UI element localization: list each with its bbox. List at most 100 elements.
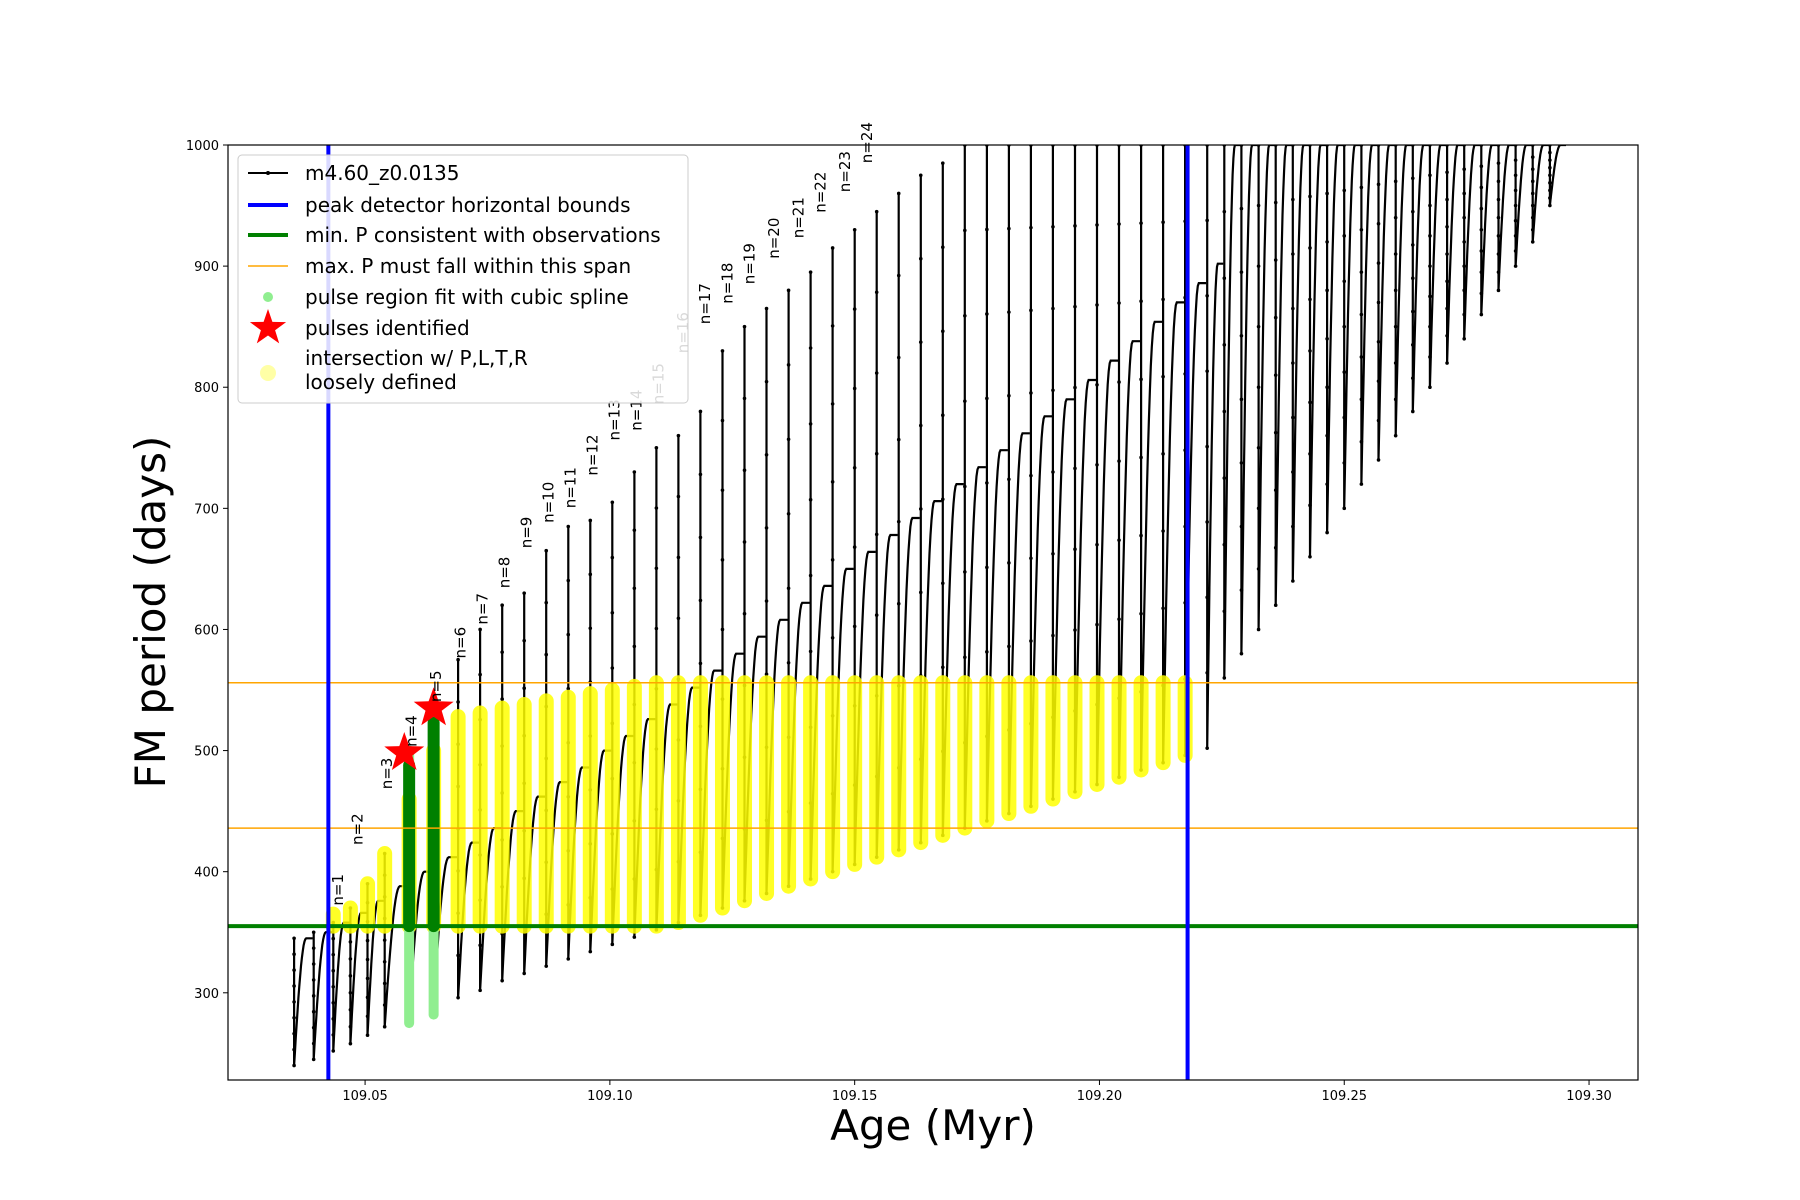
model-point [1410, 309, 1415, 314]
model-point [292, 936, 296, 941]
model-point [1496, 234, 1501, 238]
model-point [348, 1024, 353, 1029]
model-point [985, 565, 989, 570]
model-pulse-line [1514, 145, 1532, 267]
model-point [382, 1024, 387, 1029]
model-point [1342, 506, 1347, 511]
x-tick-label: 109.15 [832, 1089, 878, 1104]
model-point [1342, 461, 1347, 465]
model-point [1051, 388, 1055, 393]
model-point [1205, 520, 1209, 524]
model-point [331, 984, 336, 989]
model-point [311, 1025, 316, 1030]
model-point [632, 935, 637, 939]
model-point [786, 586, 791, 591]
model-point [588, 626, 593, 631]
model-point [1029, 225, 1033, 230]
model-point [1095, 383, 1099, 387]
model-point [1139, 455, 1143, 460]
y-axis: 300 400 500 600 700 800 900 1000 [186, 139, 228, 1002]
model-point [292, 1015, 296, 1020]
model-point [1273, 315, 1278, 320]
model-point [1479, 270, 1484, 274]
model-point [610, 611, 615, 615]
model-pulse-line [1360, 145, 1378, 485]
model-point [1273, 373, 1278, 377]
model-point [311, 930, 316, 935]
intersection-region [325, 675, 1193, 934]
pulse-number-label: n=18 [718, 263, 736, 304]
model-point [764, 526, 769, 530]
model-point [1342, 234, 1347, 238]
model-point [1273, 603, 1278, 608]
model-point [786, 660, 791, 665]
model-point [1530, 203, 1535, 208]
model-point [985, 312, 989, 316]
model-pulse-line [1308, 145, 1327, 557]
model-point [478, 627, 482, 632]
model-point [1325, 336, 1329, 341]
model-point [1256, 385, 1261, 390]
x-tick-label: 109.05 [342, 1089, 388, 1104]
model-point [1513, 234, 1518, 238]
model-point [874, 532, 879, 537]
model-point [1073, 304, 1077, 309]
legend-frame [237, 154, 689, 404]
model-point [1273, 430, 1278, 435]
model-point [918, 256, 923, 261]
model-point [1007, 310, 1011, 314]
model-point [566, 957, 571, 961]
model-point [1530, 227, 1535, 232]
model-point [654, 626, 659, 631]
spline-regions [403, 703, 440, 1029]
model-point [1205, 670, 1209, 675]
model-point [1161, 529, 1165, 533]
model-point [1530, 191, 1535, 196]
model-point [478, 988, 482, 993]
model-point [808, 649, 813, 654]
model-point [1239, 588, 1244, 592]
horizontal-lines [228, 681, 1638, 929]
model-point [676, 433, 681, 438]
model-point [1291, 470, 1295, 474]
pulse-number-label: n=2 [349, 813, 367, 845]
model-point [1325, 240, 1329, 244]
model-point [1445, 306, 1449, 311]
model-point [1513, 218, 1518, 223]
model-point [1222, 409, 1227, 414]
model-point [1462, 215, 1466, 220]
model-point [1359, 312, 1364, 317]
model-point [1530, 240, 1535, 244]
model-point [1513, 158, 1518, 162]
model-point [874, 613, 879, 617]
x-axis-label: Age (Myr) [830, 1101, 1036, 1150]
legend-entry-detector: peak detector horizontal bounds [248, 193, 631, 217]
model-pulse-line [1446, 145, 1464, 364]
model-point [348, 1041, 353, 1046]
model-point [830, 635, 835, 640]
model-point [1239, 524, 1244, 529]
model-point [292, 1047, 296, 1052]
model-point [311, 1057, 316, 1062]
model-point [1462, 167, 1466, 172]
model-point [566, 686, 571, 691]
model-point [1139, 221, 1143, 225]
y-axis-label: FM period (days) [126, 436, 175, 789]
model-point [348, 1007, 353, 1012]
model-point [1393, 433, 1398, 438]
model-point [808, 346, 813, 350]
model-point [1117, 222, 1121, 226]
model-point [1393, 324, 1398, 329]
model-point [1007, 226, 1011, 231]
pulse-identified-star [384, 732, 425, 770]
model-point [1445, 333, 1449, 338]
model-point [1073, 466, 1077, 471]
model-point [896, 437, 901, 442]
model-pulse-line [1274, 145, 1292, 606]
model-point [1051, 224, 1055, 229]
pulse-number-label: n=9 [518, 517, 536, 549]
pulse-number-label: n=24 [858, 122, 876, 163]
model-point [1325, 433, 1329, 438]
model-point [1479, 312, 1484, 317]
model-point [940, 581, 945, 586]
